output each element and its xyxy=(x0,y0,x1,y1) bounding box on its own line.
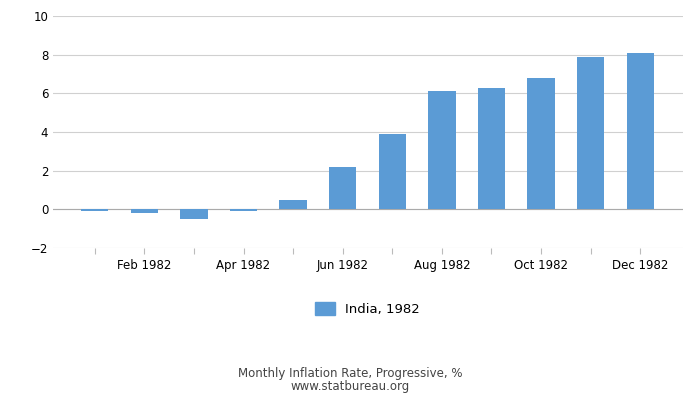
Bar xyxy=(131,209,158,213)
Bar xyxy=(230,209,257,211)
Bar xyxy=(81,209,108,211)
Bar xyxy=(626,53,654,209)
Bar xyxy=(428,92,456,209)
Text: www.statbureau.org: www.statbureau.org xyxy=(290,380,410,393)
Text: Monthly Inflation Rate, Progressive, %: Monthly Inflation Rate, Progressive, % xyxy=(238,368,462,380)
Bar xyxy=(527,78,554,209)
Legend: India, 1982: India, 1982 xyxy=(309,296,426,321)
Bar xyxy=(478,88,505,209)
Bar xyxy=(379,134,406,209)
Bar xyxy=(577,57,604,209)
Bar xyxy=(181,209,208,219)
Bar xyxy=(279,200,307,209)
Bar xyxy=(329,167,356,209)
